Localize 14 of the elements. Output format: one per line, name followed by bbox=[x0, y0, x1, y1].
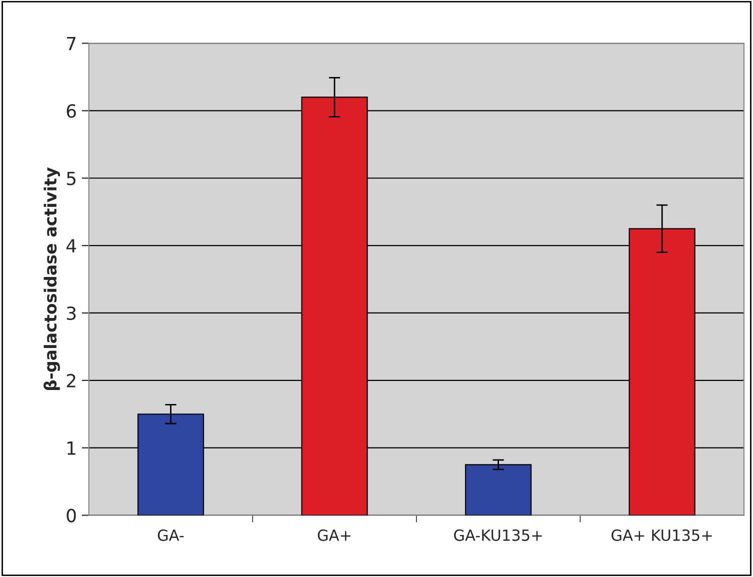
y-tick-label: 6 bbox=[66, 104, 76, 118]
y-tick-label: 4 bbox=[66, 239, 76, 252]
x-tick-label: GA+ bbox=[318, 529, 350, 541]
x-tick-label: GA- bbox=[158, 529, 184, 541]
y-tick-label: 1 bbox=[68, 442, 76, 455]
y-tick-label: 3 bbox=[66, 306, 76, 320]
y-tick-label: 7 bbox=[67, 36, 76, 50]
y-axis-title: β-galactosidase activity bbox=[44, 167, 60, 390]
bar bbox=[464, 464, 532, 516]
y-tick-label: 2 bbox=[66, 374, 76, 388]
y-tick-label: 0 bbox=[66, 508, 76, 522]
x-tick-label: GA+ KU135+ bbox=[612, 529, 712, 541]
x-tick-label: GA-KU135+ bbox=[454, 529, 542, 541]
y-tick-label: 5 bbox=[66, 172, 76, 186]
